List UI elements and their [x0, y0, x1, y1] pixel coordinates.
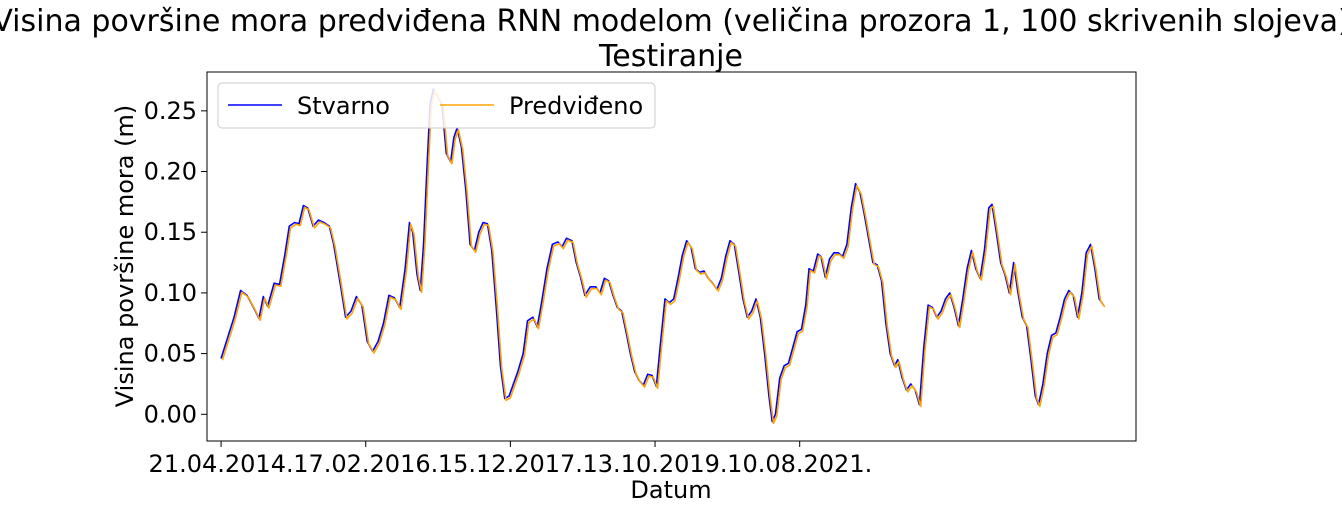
y-tick-label: 0.10 [144, 279, 197, 307]
x-tick-label: 10.08.2021. [727, 450, 872, 478]
series-line-stvarno [220, 88, 1105, 423]
y-tick-label: 0.05 [144, 340, 197, 368]
legend: Stvarno Predviđeno [217, 82, 656, 129]
x-tick-label: 17.02.2016. [293, 450, 438, 478]
legend-label-stvarno: Stvarno [297, 92, 390, 120]
y-tick-label: 0.15 [144, 218, 197, 246]
y-tick-label: 0.00 [144, 400, 197, 428]
x-axis-label: Datum [630, 476, 711, 504]
legend-label-predvideno: Predviđeno [509, 92, 643, 120]
series-layer [220, 88, 1106, 425]
plot-frame [206, 71, 1137, 442]
chart-subtitle: Testiranje [598, 39, 743, 74]
x-tick-label: 13.10.2019. [583, 450, 728, 478]
y-tick-label: 0.20 [144, 158, 197, 186]
x-axis-ticks: 21.04.2014. 17.02.2016. 15.12.2017. 13.10.2… [149, 441, 872, 478]
y-axis-label: Visina površine mora (m) [111, 105, 139, 407]
series-line-predvideno [221, 90, 1106, 425]
legend-box [217, 82, 656, 129]
y-tick-label: 0.25 [144, 97, 197, 125]
chart-title: Visina površine mora predviđena RNN mode… [0, 4, 1342, 39]
y-axis-ticks: 0.00 0.05 0.10 0.15 0.20 0.25 [144, 97, 207, 428]
x-tick-label: 15.12.2017. [438, 450, 583, 478]
x-tick-label: 21.04.2014. [149, 450, 294, 478]
